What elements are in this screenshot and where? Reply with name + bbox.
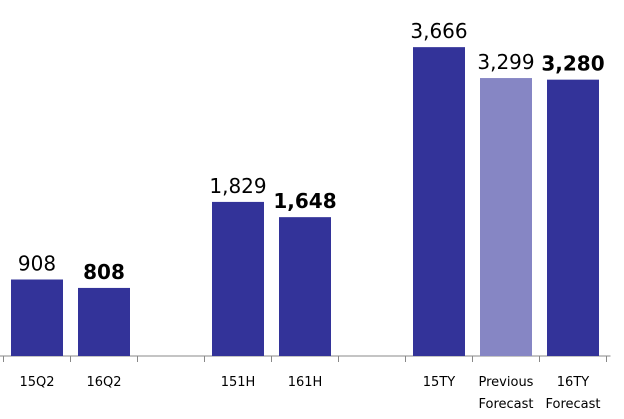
x-tick-label: 161H bbox=[287, 375, 323, 390]
x-tick-label: Previous Forecast bbox=[478, 375, 534, 412]
value-label: 3,280 bbox=[541, 52, 604, 76]
bar bbox=[279, 217, 331, 356]
value-label: 808 bbox=[83, 260, 125, 284]
x-tick-label: 15Q2 bbox=[19, 375, 55, 390]
x-tick-label: 16Q2 bbox=[86, 375, 122, 390]
x-tick-label: 15TY bbox=[422, 375, 456, 390]
bar bbox=[212, 201, 264, 356]
x-tick-label: 151H bbox=[220, 375, 256, 390]
value-label: 1,648 bbox=[273, 189, 336, 213]
bar bbox=[480, 78, 532, 356]
value-label: 3,666 bbox=[410, 19, 467, 43]
x-tick-label: 16TY Forecast bbox=[545, 375, 601, 412]
value-label: 3,299 bbox=[477, 50, 534, 74]
bar bbox=[547, 79, 599, 356]
bar bbox=[78, 287, 130, 356]
value-label: 1,829 bbox=[209, 174, 266, 198]
bar bbox=[11, 279, 63, 356]
bar bbox=[413, 47, 465, 357]
value-label: 908 bbox=[18, 252, 56, 276]
